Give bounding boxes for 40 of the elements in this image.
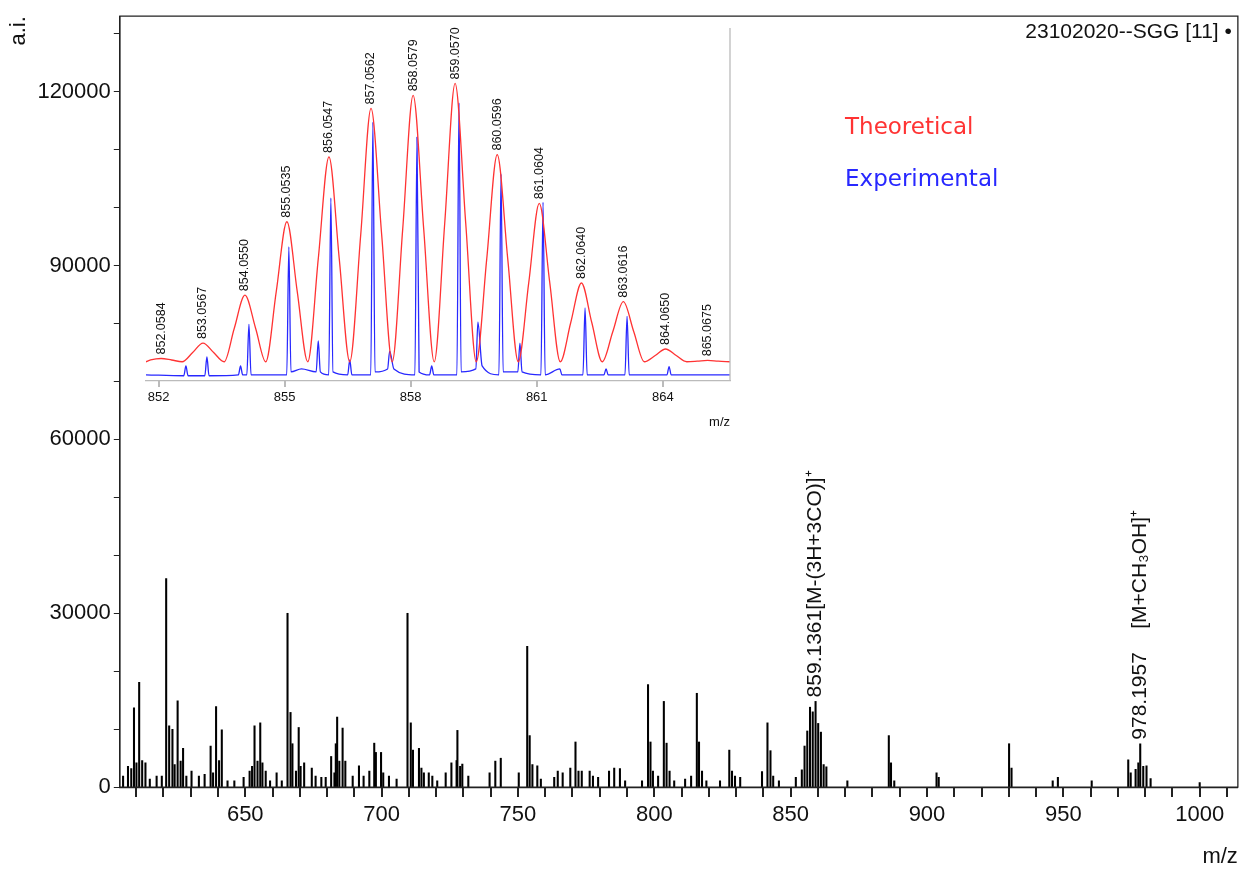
annotation: 859.0570 <box>447 27 462 80</box>
annotation: 860.0596 <box>489 98 504 151</box>
text: Theoretical <box>845 112 975 141</box>
annotation: 861.0604 <box>531 147 546 200</box>
annotation: 978.1957 [M+CH₃OH]⁺ <box>1127 509 1151 740</box>
x-tick-label: 861 <box>525 389 548 405</box>
annotation: 858.0579 <box>405 39 420 92</box>
annotation: 853.0567 <box>195 286 210 340</box>
annotation: 859.1361[M-(3H+3CO)]⁺ <box>802 470 826 698</box>
y-tick-label: 0 <box>98 773 111 799</box>
x-tick-label: 700 <box>363 801 400 827</box>
x-tick-label: 950 <box>1044 801 1082 827</box>
x-tick-label: 858 <box>399 389 422 405</box>
annotation: 862.0640 <box>573 226 588 279</box>
annotation: 852.0584 <box>153 302 168 355</box>
x-tick-label: 750 <box>499 801 537 827</box>
x-tick-label: 650 <box>226 801 264 827</box>
x-tick-label: 900 <box>908 801 946 827</box>
x-tick-label: 1000 <box>1175 801 1225 827</box>
annotation: 856.0547 <box>321 100 336 153</box>
y-tick-label: 60000 <box>49 425 111 451</box>
annotation: 864.0650 <box>657 292 672 345</box>
annotation: 23102020--SGG [11] • <box>1025 19 1232 43</box>
annotation: 865.0675 <box>700 304 715 357</box>
x-tick-label: 852 <box>147 389 170 405</box>
annotation: 863.0616 <box>615 245 630 298</box>
y-tick-label: 30000 <box>49 599 111 625</box>
y-tick-label: 120000 <box>37 77 111 103</box>
x-tick-label: 850 <box>772 801 810 827</box>
annotation: 855.0535 <box>279 165 294 218</box>
x-tick-label: 800 <box>635 801 673 827</box>
x-axis-title: m/z <box>709 413 730 429</box>
text: Experimental <box>845 164 999 193</box>
annotation: 854.0550 <box>237 238 252 292</box>
annotation: 857.0562 <box>363 52 378 105</box>
x-tick-label: 864 <box>651 389 674 405</box>
y-tick-label: 90000 <box>49 251 111 277</box>
x-tick-label: 855 <box>273 389 296 405</box>
x-axis-title: m/z <box>1202 842 1238 868</box>
y-axis-title: a.i. <box>5 16 31 46</box>
